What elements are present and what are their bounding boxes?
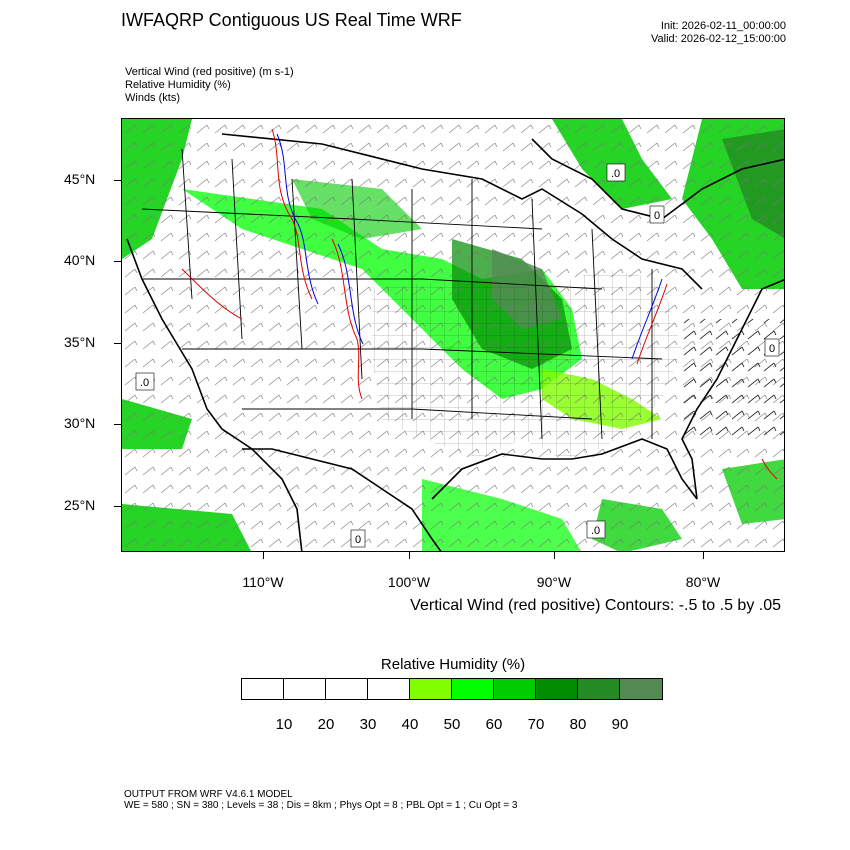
field-vertical-wind: Vertical Wind (red positive) (m s-1) [125, 66, 294, 78]
init-time: Init: 2026-02-11_00:00:00 [660, 20, 786, 32]
lat-label: 30°N [64, 415, 96, 431]
lat-tick [114, 424, 121, 425]
valid-time: Valid: 2026-02-12_15:00:00 [651, 33, 786, 45]
colorbar [241, 678, 663, 700]
lat-label: 25°N [64, 497, 96, 513]
lon-label: 90°W [536, 574, 572, 590]
lat-label: 45°N [64, 171, 96, 187]
lat-tick [114, 343, 121, 344]
colorbar-swatch [452, 679, 494, 699]
colorbar-swatch [242, 679, 284, 699]
colorbar-swatch [536, 679, 578, 699]
lat-label: 35°N [64, 334, 96, 350]
weather-map: .0 0 .0 0 0 .0 [122, 119, 784, 551]
lat-tick [114, 506, 121, 507]
colorbar-label: 20 [317, 716, 335, 733]
colorbar-swatch [578, 679, 620, 699]
colorbar-swatch [326, 679, 368, 699]
lon-tick [703, 552, 704, 559]
contour-note: Vertical Wind (red positive) Contours: -… [410, 597, 781, 614]
lon-tick [554, 552, 555, 559]
contour-label: .0 [591, 525, 600, 537]
contour-label: 0 [355, 534, 361, 546]
lon-tick [263, 552, 264, 559]
model-config: WE = 580 ; SN = 380 ; Levels = 38 ; Dis … [124, 800, 518, 811]
colorbar-swatch [284, 679, 326, 699]
lat-tick [114, 180, 121, 181]
lat-tick [114, 261, 121, 262]
colorbar-label: 90 [611, 716, 629, 733]
lon-label: 100°W [387, 574, 431, 590]
contour-label: 0 [654, 210, 660, 222]
field-relative-humidity: Relative Humidity (%) [125, 79, 231, 91]
contour-label: .0 [611, 168, 620, 180]
wind-barbs-strong [682, 319, 784, 439]
coastlines [126, 133, 784, 551]
colorbar-label: 70 [527, 716, 545, 733]
lon-label: 110°W [242, 574, 284, 590]
colorbar-swatch [494, 679, 536, 699]
colorbar-label: 40 [401, 716, 419, 733]
lon-tick [409, 552, 410, 559]
state-borders [141, 148, 663, 440]
contour-label: .0 [140, 377, 149, 389]
lat-label: 40°N [64, 252, 96, 268]
colorbar-label: 60 [485, 716, 503, 733]
field-list: Vertical Wind (red positive) (m s-1) Rel… [125, 66, 294, 105]
colorbar-swatch [620, 679, 662, 699]
model-version: OUTPUT FROM WRF V4.6.1 MODEL [124, 789, 293, 800]
colorbar-swatch [368, 679, 410, 699]
colorbar-label: 10 [275, 716, 293, 733]
contour-label: 0 [769, 343, 775, 355]
colorbar-label: 50 [443, 716, 461, 733]
lon-label: 80°W [685, 574, 721, 590]
field-winds: Winds (kts) [125, 92, 180, 104]
vertical-wind-contours [181, 128, 778, 480]
map-title: IWFAQRP Contiguous US Real Time WRF [121, 10, 462, 30]
colorbar-title: Relative Humidity (%) [380, 656, 526, 673]
map-panel: .0 0 .0 0 0 .0 [121, 118, 785, 552]
colorbar-swatch [410, 679, 452, 699]
model-footer: OUTPUT FROM WRF V4.6.1 MODEL WE = 580 ; … [124, 789, 517, 811]
contour-labels: .0 0 .0 0 0 .0 [135, 163, 780, 548]
colorbar-label: 30 [359, 716, 377, 733]
colorbar-label: 80 [569, 716, 587, 733]
run-times: Init: 2026-02-11_00:00:00 Valid: 2026-02… [651, 20, 786, 46]
